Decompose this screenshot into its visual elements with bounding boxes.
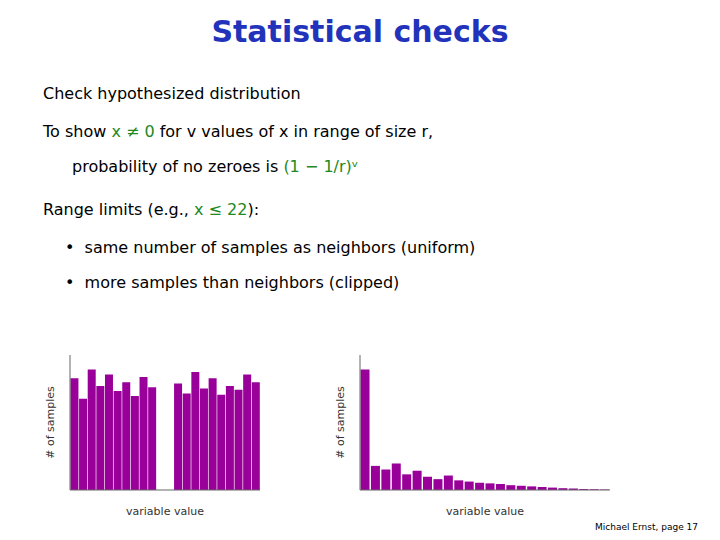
svg-text:# of samples: # of samples [334, 386, 347, 459]
html-text:• same number of samples as ne: • same number of samples as neighbors (u… [65, 238, 476, 257]
html-text:To show x ≠ 0 for v values of: To show x ≠ 0 for v values of x in range… [43, 122, 434, 141]
html-text:Michael Ernst, page 17: Michael Ernst, page 17 [595, 522, 698, 532]
html-text:Check hypothesized distributio: Check hypothesized distribution [43, 84, 301, 103]
svg-text:variable value: variable value [446, 505, 524, 518]
html-text:probability of no zeroes is (1: probability of no zeroes is (1 − 1/r)ᵛ [72, 157, 359, 176]
html-text:• more samples than neighbors: • more samples than neighbors (clipped) [65, 273, 400, 292]
svg-text:variable value: variable value [126, 505, 204, 518]
svg-text:# of samples: # of samples [44, 386, 57, 459]
html-text:Statistical checks: Statistical checks [211, 14, 509, 49]
html-text:Range limits (e.g., x ≤ 22):: Range limits (e.g., x ≤ 22): [43, 200, 259, 219]
